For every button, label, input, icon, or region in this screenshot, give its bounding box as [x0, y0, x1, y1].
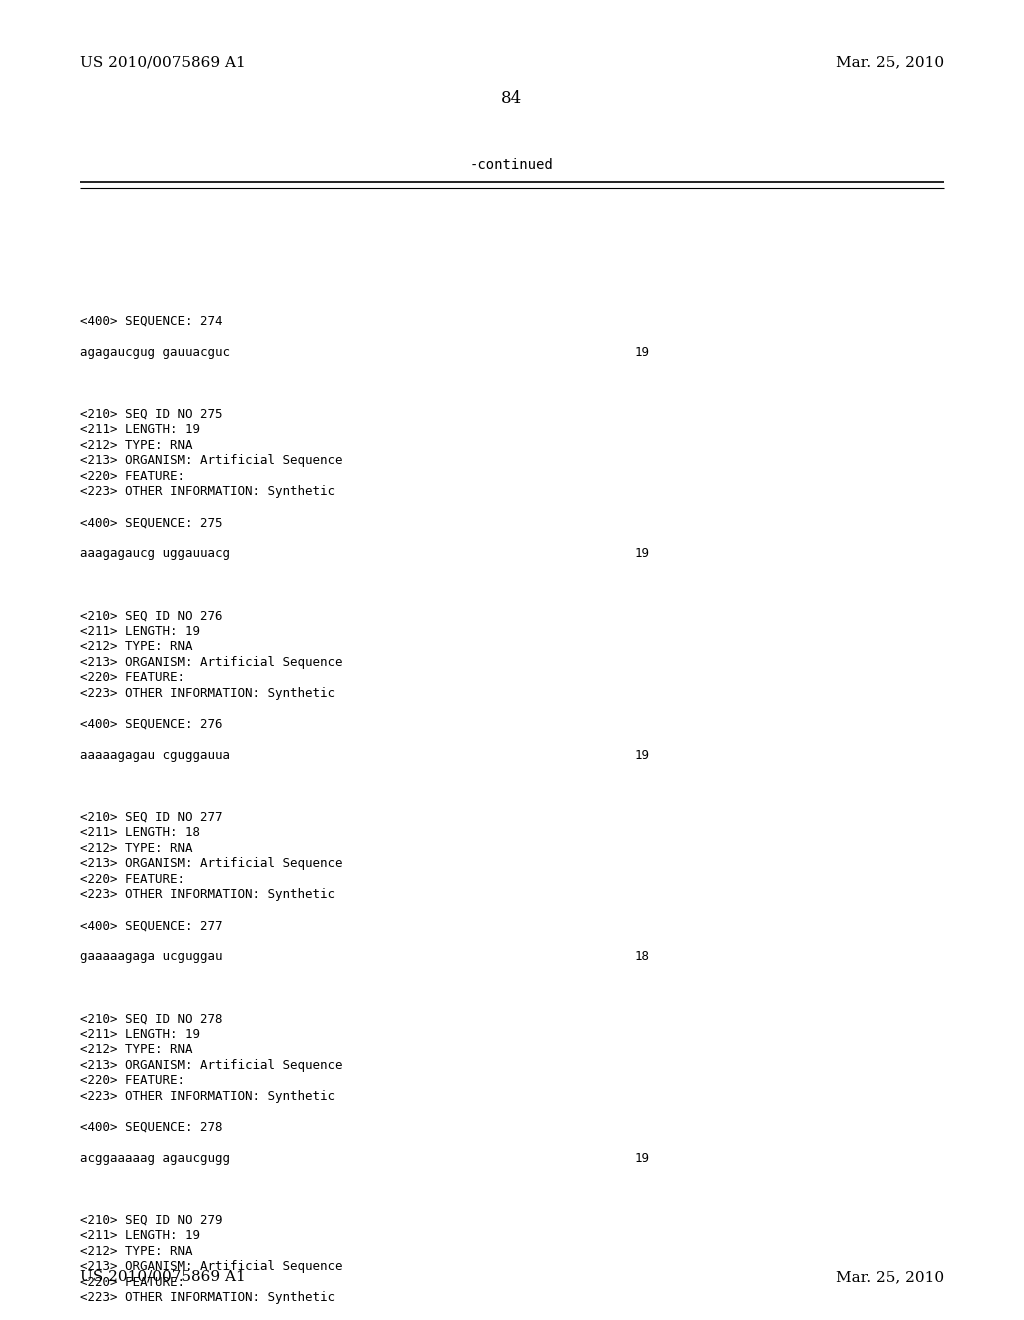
Text: <400> SEQUENCE: 278: <400> SEQUENCE: 278 — [80, 1121, 222, 1134]
Text: <211> LENGTH: 18: <211> LENGTH: 18 — [80, 826, 200, 840]
Text: <210> SEQ ID NO 276: <210> SEQ ID NO 276 — [80, 610, 222, 623]
Text: <220> FEATURE:: <220> FEATURE: — [80, 672, 185, 685]
Text: <400> SEQUENCE: 275: <400> SEQUENCE: 275 — [80, 516, 222, 529]
Text: <223> OTHER INFORMATION: Synthetic: <223> OTHER INFORMATION: Synthetic — [80, 1090, 335, 1104]
Text: 84: 84 — [502, 90, 522, 107]
Text: <210> SEQ ID NO 275: <210> SEQ ID NO 275 — [80, 408, 222, 421]
Text: <210> SEQ ID NO 277: <210> SEQ ID NO 277 — [80, 810, 222, 824]
Text: <400> SEQUENCE: 274: <400> SEQUENCE: 274 — [80, 315, 222, 327]
Text: <213> ORGANISM: Artificial Sequence: <213> ORGANISM: Artificial Sequence — [80, 1261, 342, 1274]
Text: <213> ORGANISM: Artificial Sequence: <213> ORGANISM: Artificial Sequence — [80, 1059, 342, 1072]
Text: <220> FEATURE:: <220> FEATURE: — [80, 1276, 185, 1290]
Text: 19: 19 — [635, 548, 650, 561]
Text: acggaaaaag agaucgugg: acggaaaaag agaucgugg — [80, 1152, 230, 1166]
Text: agagaucgug gauuacguc: agagaucgug gauuacguc — [80, 346, 230, 359]
Text: <210> SEQ ID NO 279: <210> SEQ ID NO 279 — [80, 1214, 222, 1228]
Text: aaaaagagau cguggauua: aaaaagagau cguggauua — [80, 748, 230, 762]
Text: <211> LENGTH: 19: <211> LENGTH: 19 — [80, 624, 200, 638]
Text: <212> TYPE: RNA: <212> TYPE: RNA — [80, 1044, 193, 1056]
Text: 19: 19 — [635, 1152, 650, 1166]
Text: -continued: -continued — [470, 158, 554, 172]
Text: <400> SEQUENCE: 277: <400> SEQUENCE: 277 — [80, 920, 222, 932]
Text: US 2010/0075869 A1: US 2010/0075869 A1 — [80, 55, 246, 69]
Text: <220> FEATURE:: <220> FEATURE: — [80, 470, 185, 483]
Text: <223> OTHER INFORMATION: Synthetic: <223> OTHER INFORMATION: Synthetic — [80, 1291, 335, 1304]
Text: <213> ORGANISM: Artificial Sequence: <213> ORGANISM: Artificial Sequence — [80, 454, 342, 467]
Text: <220> FEATURE:: <220> FEATURE: — [80, 873, 185, 886]
Text: <213> ORGANISM: Artificial Sequence: <213> ORGANISM: Artificial Sequence — [80, 858, 342, 870]
Text: Mar. 25, 2010: Mar. 25, 2010 — [836, 55, 944, 69]
Text: <400> SEQUENCE: 276: <400> SEQUENCE: 276 — [80, 718, 222, 731]
Text: <212> TYPE: RNA: <212> TYPE: RNA — [80, 842, 193, 855]
Text: <213> ORGANISM: Artificial Sequence: <213> ORGANISM: Artificial Sequence — [80, 656, 342, 669]
Text: <220> FEATURE:: <220> FEATURE: — [80, 1074, 185, 1088]
Text: US 2010/0075869 A1: US 2010/0075869 A1 — [80, 1270, 246, 1284]
Text: <211> LENGTH: 19: <211> LENGTH: 19 — [80, 1229, 200, 1242]
Text: <211> LENGTH: 19: <211> LENGTH: 19 — [80, 1028, 200, 1041]
Text: 19: 19 — [635, 748, 650, 762]
Text: <212> TYPE: RNA: <212> TYPE: RNA — [80, 1245, 193, 1258]
Text: <212> TYPE: RNA: <212> TYPE: RNA — [80, 640, 193, 653]
Text: Mar. 25, 2010: Mar. 25, 2010 — [836, 1270, 944, 1284]
Text: 19: 19 — [635, 346, 650, 359]
Text: <210> SEQ ID NO 278: <210> SEQ ID NO 278 — [80, 1012, 222, 1026]
Text: aaagagaucg uggauuacg: aaagagaucg uggauuacg — [80, 548, 230, 561]
Text: <212> TYPE: RNA: <212> TYPE: RNA — [80, 440, 193, 451]
Text: <223> OTHER INFORMATION: Synthetic: <223> OTHER INFORMATION: Synthetic — [80, 486, 335, 499]
Text: <211> LENGTH: 19: <211> LENGTH: 19 — [80, 424, 200, 437]
Text: gaaaaagaga ucguggau: gaaaaagaga ucguggau — [80, 950, 222, 964]
Text: 18: 18 — [635, 950, 650, 964]
Text: <223> OTHER INFORMATION: Synthetic: <223> OTHER INFORMATION: Synthetic — [80, 888, 335, 902]
Text: <223> OTHER INFORMATION: Synthetic: <223> OTHER INFORMATION: Synthetic — [80, 686, 335, 700]
